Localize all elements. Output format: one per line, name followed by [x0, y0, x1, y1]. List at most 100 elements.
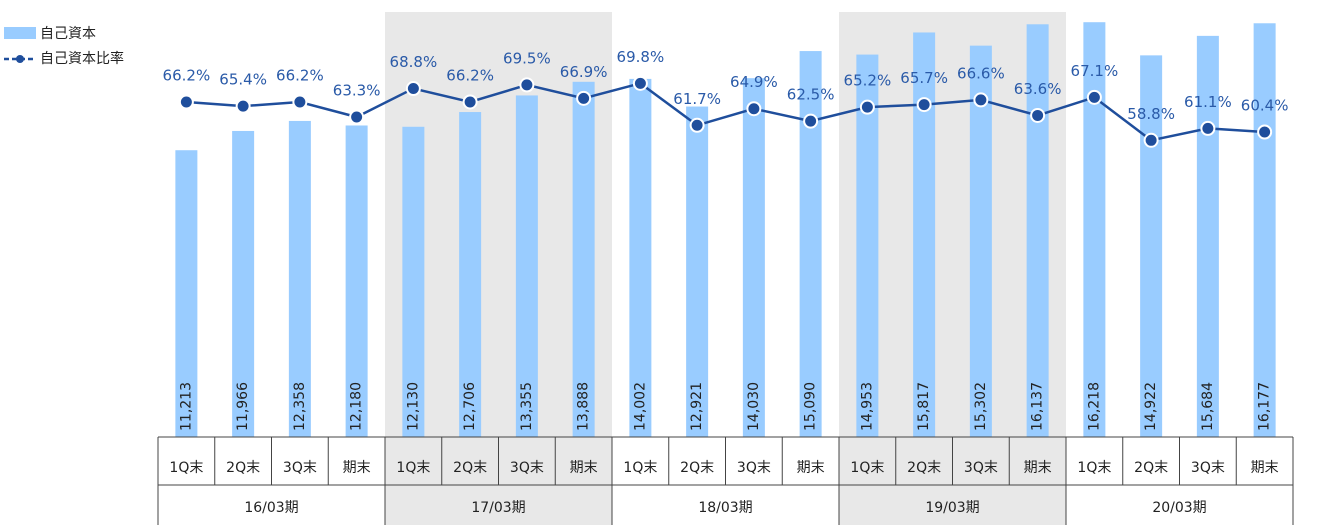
bar	[572, 81, 595, 437]
bar	[742, 78, 765, 437]
line-value-label: 66.2%	[276, 66, 324, 84]
line-marker	[349, 109, 365, 125]
line-value-label: 58.8%	[1127, 105, 1175, 123]
bar-value-label: 12,180	[349, 382, 365, 431]
bar-value-label: 15,090	[803, 382, 819, 431]
line-value-label: 66.2%	[163, 66, 211, 84]
bar	[629, 78, 652, 437]
x-tick-label: 3Q末	[737, 460, 771, 476]
line-value-label: 60.4%	[1241, 97, 1289, 115]
group-label: 17/03期	[471, 500, 525, 516]
bar-value-label: 15,684	[1200, 382, 1216, 431]
bar-value-label: 15,817	[916, 382, 932, 431]
x-tick-label: 2Q末	[226, 460, 260, 476]
line-value-label: 63.3%	[333, 82, 381, 100]
x-tick-label: 2Q末	[907, 460, 941, 476]
bar	[913, 32, 936, 438]
legend-label: 自己資本	[40, 26, 96, 42]
bar	[1083, 22, 1106, 437]
group-label: 16/03期	[244, 500, 298, 516]
line-value-label: 69.5%	[503, 49, 551, 67]
bar-value-label: 16,218	[1086, 382, 1102, 431]
line-marker	[746, 101, 762, 117]
group-label: 20/03期	[1152, 500, 1206, 516]
bar-value-label: 14,922	[1143, 382, 1159, 431]
legend-marker	[16, 55, 24, 63]
line-marker	[576, 90, 592, 106]
line-value-label: 63.6%	[1014, 80, 1062, 98]
x-tick-label: 1Q末	[850, 460, 884, 476]
bar	[1253, 23, 1276, 438]
bar-value-label: 16,177	[1257, 382, 1273, 431]
line-marker	[803, 113, 819, 129]
x-tick-label: 3Q末	[1191, 460, 1225, 476]
x-tick-label: 3Q末	[283, 460, 317, 476]
x-tick-label: 期末	[570, 460, 598, 476]
x-tick-label: 3Q末	[510, 460, 544, 476]
x-tick-label: 2Q末	[453, 460, 487, 476]
legend-label: 自己資本比率	[40, 50, 124, 67]
bar	[799, 51, 822, 437]
line-marker	[1257, 124, 1273, 140]
bar	[1026, 24, 1049, 438]
line-marker	[632, 75, 648, 91]
bar-value-label: 13,888	[576, 382, 592, 431]
line	[186, 81, 1265, 142]
line-marker	[1200, 120, 1216, 136]
bar-value-label: 12,921	[689, 382, 705, 431]
line-value-label: 61.1%	[1184, 93, 1232, 111]
group-label: 18/03期	[698, 500, 752, 516]
x-tick-label: 1Q末	[396, 460, 430, 476]
bar	[686, 106, 709, 437]
bar	[856, 54, 879, 437]
line-marker	[859, 99, 875, 115]
legend-swatch	[4, 27, 36, 39]
bar-value-label: 14,953	[859, 382, 875, 431]
bar-value-label: 14,030	[746, 382, 762, 431]
x-tick-label: 2Q末	[1134, 460, 1168, 476]
x-tick-label: 1Q末	[623, 460, 657, 476]
x-tick-label: 1Q末	[169, 460, 203, 476]
bar	[288, 120, 311, 438]
bar-value-label: 12,130	[405, 382, 421, 431]
x-tick-label: 期末	[797, 460, 825, 476]
bar-value-label: 11,213	[178, 382, 194, 431]
x-tick-label: 3Q末	[964, 460, 998, 476]
bar	[515, 95, 538, 437]
line-marker	[292, 94, 308, 110]
bar	[1140, 55, 1163, 437]
bar	[345, 125, 368, 437]
line-value-label: 65.2%	[844, 72, 892, 90]
line-value-label: 67.1%	[1071, 62, 1119, 80]
bar	[459, 112, 482, 437]
line-value-label: 66.9%	[560, 63, 608, 81]
line-marker	[1086, 89, 1102, 105]
line-marker	[689, 117, 705, 133]
bar	[969, 45, 992, 437]
x-tick-label: 1Q末	[1077, 460, 1111, 476]
line-marker	[178, 94, 194, 110]
bar	[175, 150, 198, 437]
line-marker	[916, 97, 932, 113]
line-value-label: 65.7%	[900, 69, 948, 87]
x-tick-label: 期末	[1251, 460, 1279, 476]
bar-value-label: 11,966	[235, 382, 251, 431]
bar-value-label: 14,002	[632, 382, 648, 431]
line-value-label: 66.6%	[957, 64, 1005, 82]
bar	[402, 126, 425, 438]
line-marker	[1143, 132, 1159, 148]
x-tick-label: 期末	[343, 460, 371, 476]
bar-value-label: 13,355	[519, 382, 535, 431]
line-value-label: 69.8%	[617, 48, 665, 66]
x-tick-label: 2Q末	[680, 460, 714, 476]
bar	[1196, 35, 1219, 438]
x-tick-label: 期末	[1024, 460, 1052, 476]
line-value-label: 62.5%	[787, 86, 835, 104]
bar-value-label: 12,706	[462, 382, 478, 431]
line-marker	[405, 81, 421, 97]
bar-value-label: 12,358	[292, 382, 308, 431]
line-marker	[1030, 107, 1046, 123]
bar-value-label: 16,137	[1030, 382, 1046, 431]
group-label: 19/03期	[925, 500, 979, 516]
